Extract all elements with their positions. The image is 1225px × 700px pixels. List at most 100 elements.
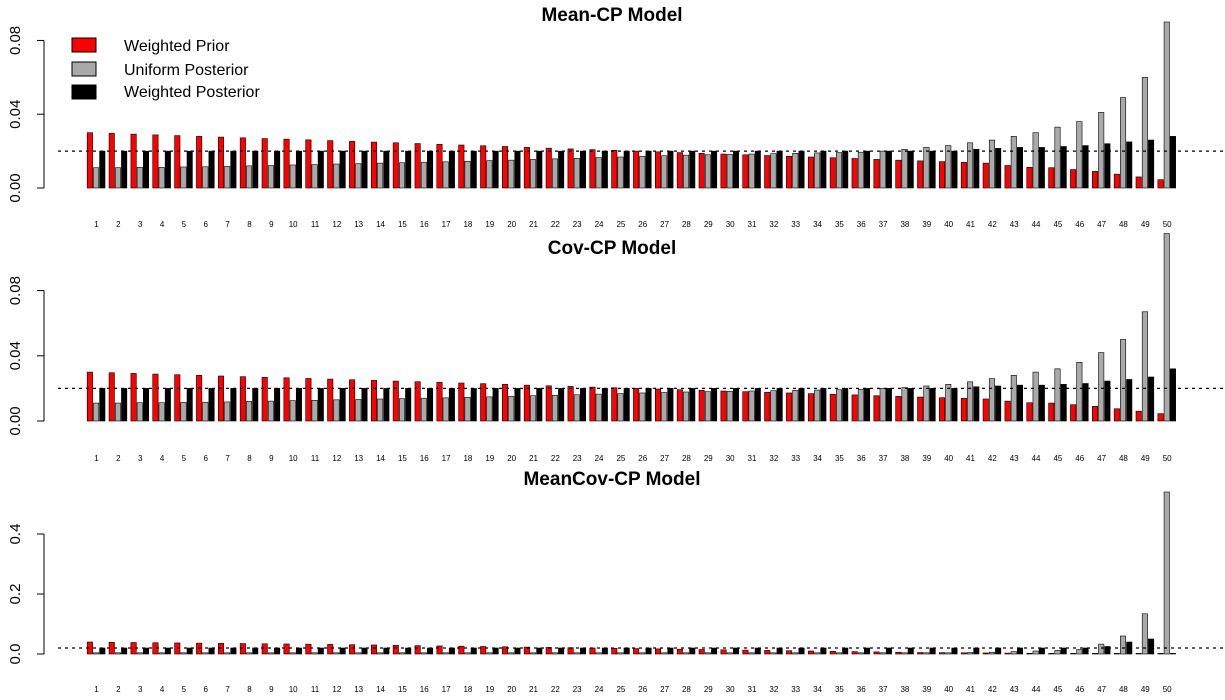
bar-uniform-posterior-21	[530, 652, 537, 655]
x-tick-label: 32	[769, 454, 778, 463]
bar-weighted-prior-12	[327, 140, 334, 189]
bar-uniform-posterior-26	[639, 392, 646, 422]
bar-weighted-posterior-39	[929, 647, 936, 655]
bar-weighted-prior-10	[283, 377, 290, 422]
x-tick-label: 16	[420, 220, 429, 229]
bar-weighted-prior-12	[327, 644, 334, 655]
x-tick-label: 43	[1010, 220, 1019, 229]
bar-uniform-posterior-15	[398, 652, 405, 655]
bar-weighted-posterior-47	[1104, 143, 1111, 189]
x-tick-label: 47	[1097, 454, 1106, 463]
bar-uniform-posterior-39	[923, 385, 930, 422]
x-tick-label: 43	[1010, 454, 1019, 463]
bar-weighted-posterior-8	[252, 150, 259, 189]
x-tick-label: 9	[269, 220, 274, 229]
bar-weighted-prior-37	[873, 395, 880, 422]
x-tick-label: 21	[529, 685, 538, 694]
x-tick-label: 10	[289, 454, 298, 463]
bar-uniform-posterior-25	[617, 156, 624, 189]
bar-weighted-posterior-18	[470, 388, 477, 422]
bar-uniform-posterior-48	[1120, 97, 1127, 189]
bar-weighted-posterior-20	[514, 388, 521, 422]
bar-uniform-posterior-19	[486, 160, 493, 189]
bar-uniform-posterior-47	[1098, 112, 1105, 189]
bar-uniform-posterior-43	[1010, 136, 1017, 189]
bar-uniform-posterior-2	[114, 652, 121, 655]
bar-weighted-posterior-43	[1016, 647, 1023, 655]
bar-weighted-posterior-26	[645, 388, 652, 422]
x-tick-label: 42	[988, 685, 997, 694]
bar-weighted-prior-29	[698, 649, 705, 655]
bar-weighted-prior-28	[676, 389, 683, 422]
x-tick-label: 15	[398, 454, 407, 463]
bar-weighted-prior-8	[239, 643, 246, 655]
bar-uniform-posterior-24	[595, 157, 602, 189]
bar-weighted-prior-21	[523, 147, 530, 189]
bar-uniform-posterior-10	[289, 400, 296, 422]
x-tick-label: 41	[966, 454, 975, 463]
bar-uniform-posterior-38	[901, 652, 908, 655]
x-tick-label: 13	[354, 454, 363, 463]
bar-weighted-prior-32	[764, 650, 771, 655]
bar-weighted-posterior-38	[907, 150, 914, 189]
bar-weighted-prior-6	[196, 375, 203, 422]
bar-weighted-prior-39	[917, 652, 924, 655]
bar-weighted-prior-19	[480, 383, 487, 422]
bar-uniform-posterior-43	[1010, 651, 1017, 655]
bar-weighted-posterior-11	[317, 150, 324, 189]
bar-weighted-prior-50	[1157, 413, 1164, 422]
bar-weighted-prior-40	[939, 652, 946, 655]
bar-weighted-posterior-18	[470, 647, 477, 655]
x-tick-label: 30	[726, 454, 735, 463]
bar-uniform-posterior-50	[1163, 21, 1170, 189]
bar-uniform-posterior-38	[901, 148, 908, 189]
bar-weighted-posterior-40	[951, 388, 958, 422]
legend-swatch-uniform-posterior	[71, 61, 97, 77]
bar-weighted-prior-26	[633, 648, 640, 655]
bar-weighted-posterior-12	[339, 388, 346, 422]
bar-uniform-posterior-33	[792, 390, 799, 422]
bar-weighted-prior-32	[764, 392, 771, 422]
bar-weighted-prior-26	[633, 388, 640, 422]
y-tick-label: 0.08	[7, 26, 24, 55]
bar-weighted-prior-47	[1092, 406, 1099, 422]
bar-uniform-posterior-13	[355, 399, 362, 422]
bar-weighted-prior-34	[807, 650, 814, 655]
x-tick-label: 20	[507, 220, 516, 229]
bar-weighted-prior-18	[458, 144, 465, 189]
x-tick-label: 13	[354, 220, 363, 229]
bar-uniform-posterior-11	[311, 399, 318, 422]
bar-uniform-posterior-10	[289, 652, 296, 655]
bar-weighted-posterior-30	[732, 647, 739, 655]
bar-weighted-prior-46	[1070, 169, 1077, 189]
bar-weighted-prior-28	[676, 152, 683, 189]
bar-weighted-posterior-10	[295, 388, 302, 422]
x-tick-label: 36	[857, 220, 866, 229]
x-tick-label: 21	[529, 220, 538, 229]
x-tick-label: 24	[595, 454, 604, 463]
bar-uniform-posterior-2	[114, 167, 121, 189]
bar-weighted-prior-9	[261, 377, 268, 422]
x-tick-label: 26	[638, 220, 647, 229]
bar-weighted-prior-24	[589, 647, 596, 655]
x-tick-label: 31	[748, 685, 757, 694]
x-tick-label: 37	[879, 454, 888, 463]
bar-weighted-prior-30	[720, 390, 727, 422]
x-tick-label: 1	[94, 454, 99, 463]
bar-weighted-prior-16	[414, 381, 421, 422]
bar-weighted-prior-33	[786, 392, 793, 422]
x-tick-label: 27	[660, 454, 669, 463]
x-tick-label: 25	[616, 685, 625, 694]
bar-weighted-posterior-28	[689, 150, 696, 189]
bar-uniform-posterior-29	[704, 391, 711, 422]
bar-weighted-prior-5	[174, 374, 181, 422]
bar-weighted-posterior-5	[186, 150, 193, 189]
bar-weighted-posterior-31	[754, 647, 761, 655]
bar-weighted-posterior-35	[842, 647, 849, 655]
bar-weighted-prior-36	[851, 394, 858, 422]
x-tick-label: 28	[682, 454, 691, 463]
x-tick-label: 41	[966, 685, 975, 694]
bar-weighted-posterior-31	[754, 150, 761, 189]
bar-weighted-prior-2	[108, 372, 115, 422]
